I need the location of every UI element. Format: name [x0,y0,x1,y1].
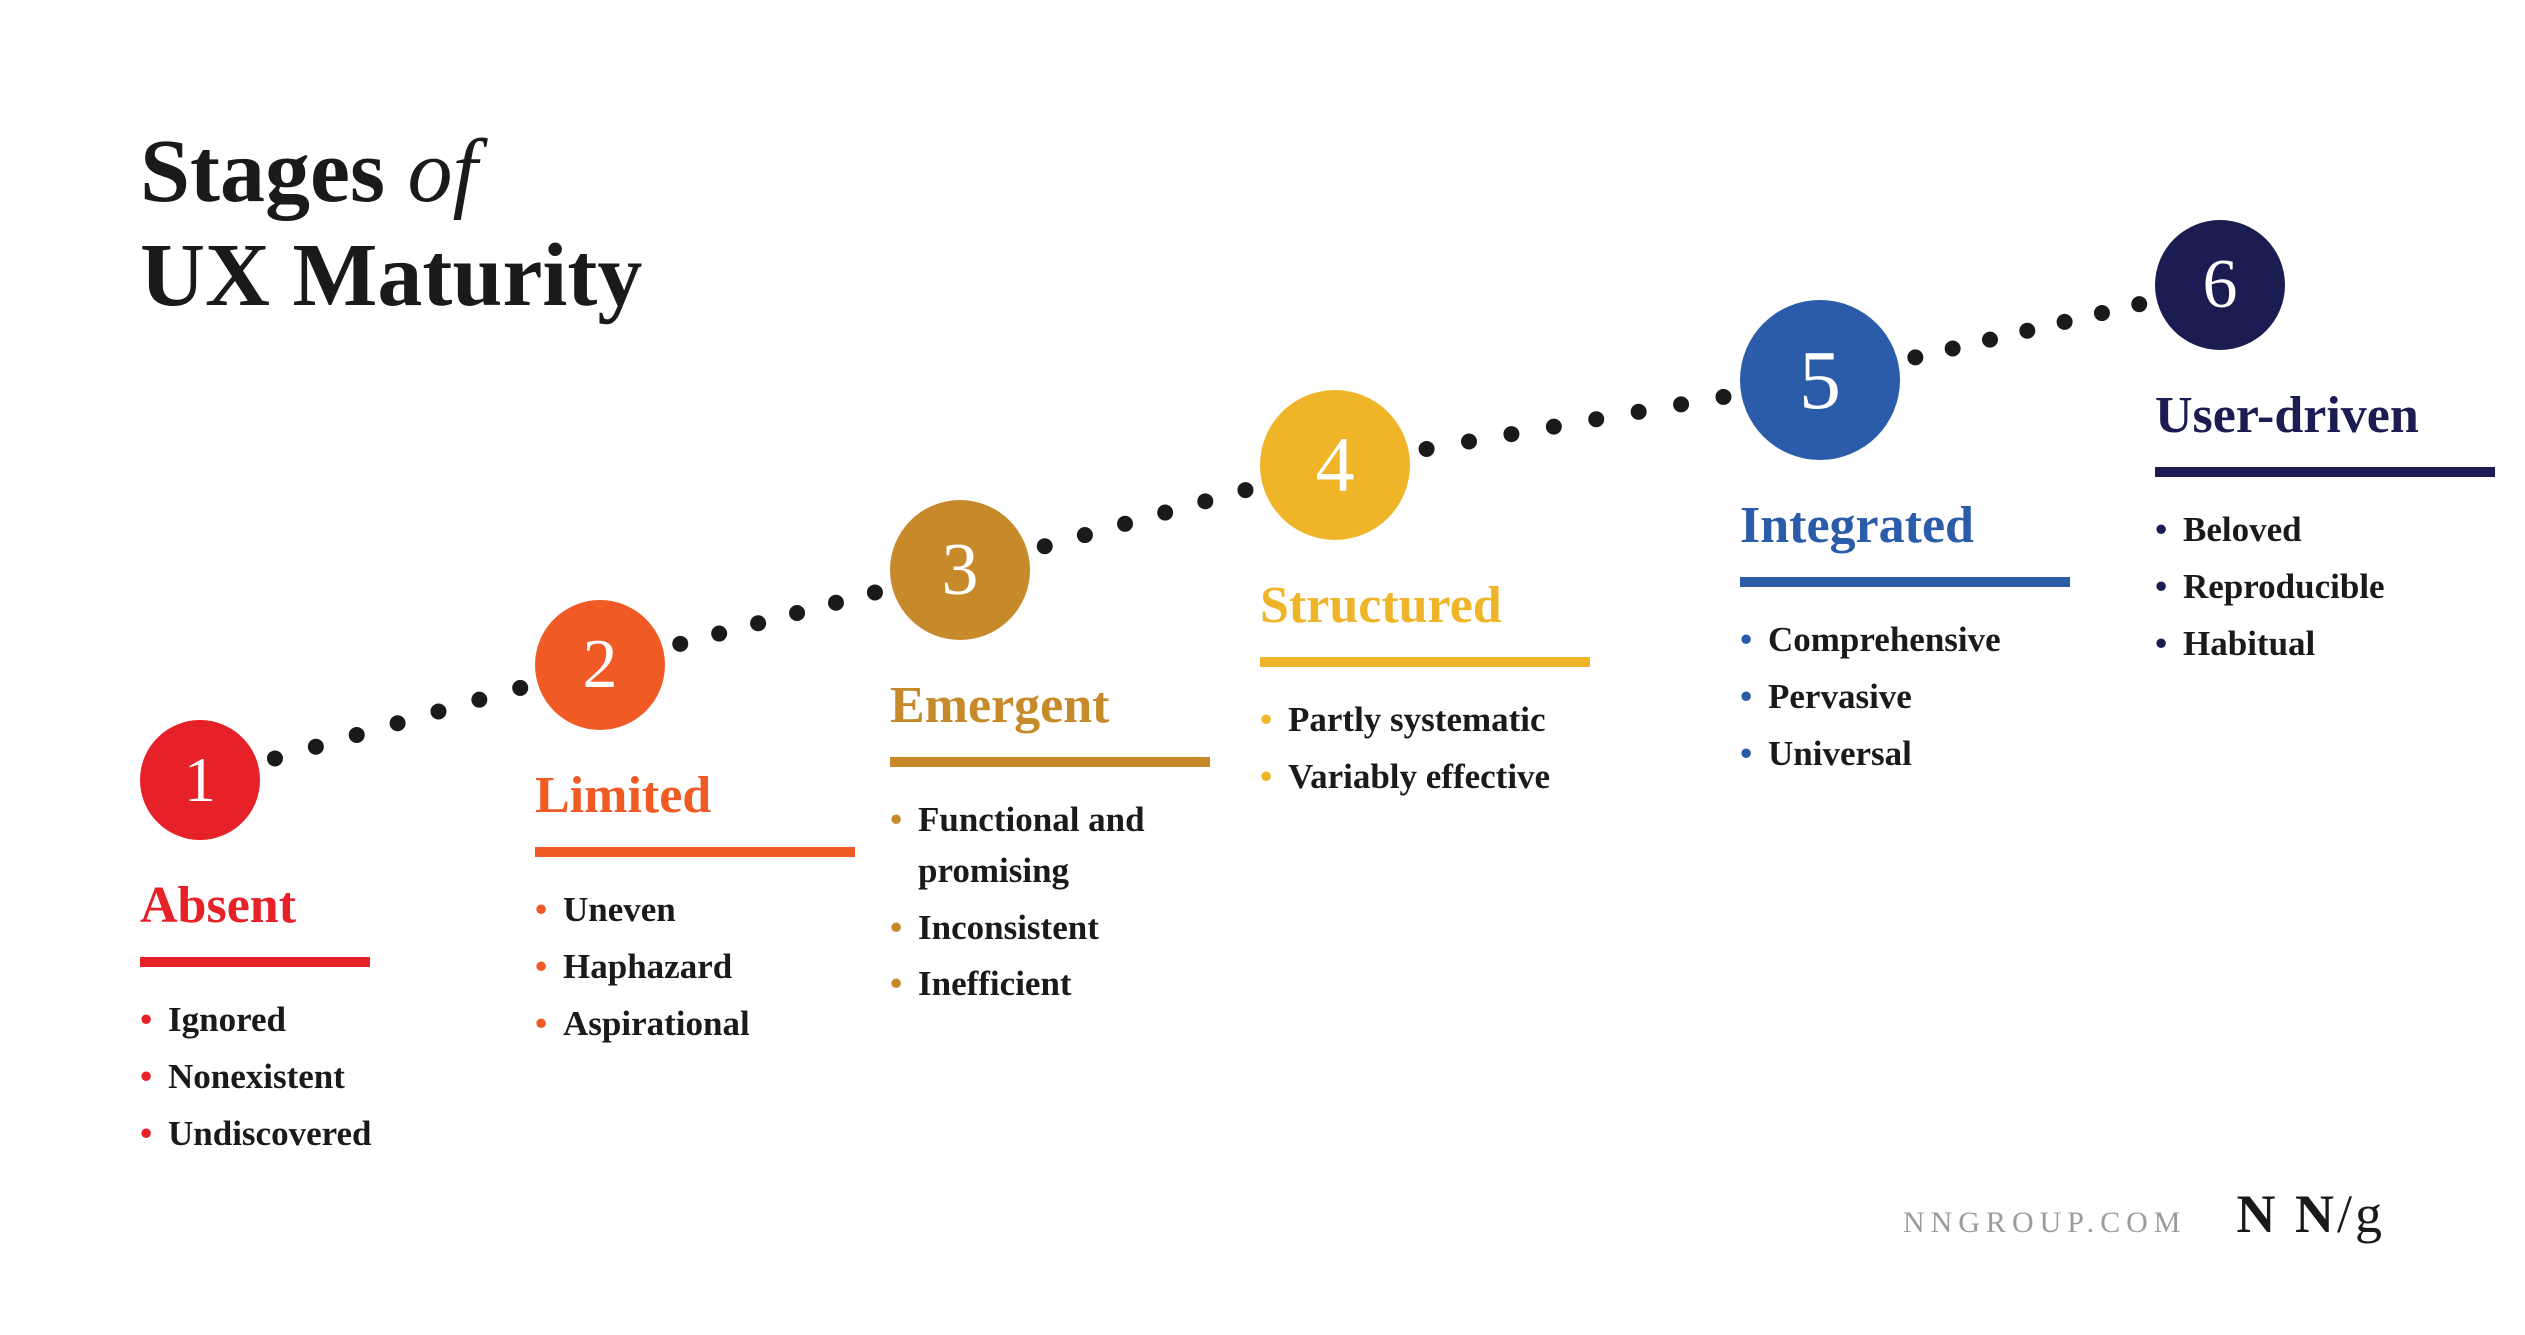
stage-bullet: Uneven [535,885,885,936]
logo-g: g [2355,1184,2385,1244]
title-line2: UX Maturity [140,226,642,325]
stage-bullet: Haphazard [535,942,885,993]
stage-bullets-4: Partly systematic Variably effective [1260,695,1610,803]
stage-bullets-5: Comprehensive Pervasive Universal [1740,615,2090,779]
stage-bullet: Inconsistent [890,903,1240,954]
logo-nn: N N [2236,1184,2337,1244]
stage-bullets-6: Beloved Reproducible Habitual [2155,505,2505,669]
stage-circle-2: 2 [535,600,665,730]
stage-bullet: Comprehensive [1740,615,2090,666]
stage-bullet: Pervasive [1740,672,2090,723]
stage-label-6: User-driven [2155,386,2505,445]
stage-5: 5 Integrated Comprehensive Pervasive Univers… [1740,300,2090,785]
stage-bullets-2: Uneven Haphazard Aspirational [535,885,885,1049]
stage-divider-2 [535,847,855,857]
stage-bullet: Functional and promising [890,795,1240,897]
footer: NNGROUP.COM N N/g [1903,1183,2385,1245]
stage-3: 3 Emergent Functional and promising Inconsi… [890,500,1240,1016]
stage-bullet: Variably effective [1260,752,1610,803]
stage-circle-5: 5 [1740,300,1900,460]
stage-label-1: Absent [140,876,490,935]
stage-circle-6: 6 [2155,220,2285,350]
stage-bullet: Universal [1740,729,2090,780]
stage-2: 2 Limited Uneven Haphazard Aspirational [535,600,885,1055]
stage-bullet: Partly systematic [1260,695,1610,746]
stage-divider-6 [2155,467,2495,477]
stage-bullets-1: Ignored Nonexistent Undiscovered [140,995,490,1159]
stage-label-5: Integrated [1740,496,2090,555]
stage-divider-4 [1260,657,1590,667]
footer-url: NNGROUP.COM [1903,1206,2187,1240]
title-line1-strong: Stages [140,122,385,221]
stage-1: 1 Absent Ignored Nonexistent Undiscovered [140,720,490,1165]
stage-bullet: Inefficient [890,959,1240,1010]
stage-4: 4 Structured Partly systematic Variably eff… [1260,390,1610,809]
stage-divider-5 [1740,577,2070,587]
logo-slash: / [2337,1184,2355,1244]
stage-label-4: Structured [1260,576,1610,635]
stage-bullet: Beloved [2155,505,2505,556]
footer-logo: N N/g [2236,1183,2385,1245]
stage-bullet: Reproducible [2155,562,2505,613]
stage-divider-3 [890,757,1210,767]
title-line1-of: of [408,122,478,221]
stage-bullet: Ignored [140,995,490,1046]
stage-circle-3: 3 [890,500,1030,640]
stage-bullet: Nonexistent [140,1052,490,1103]
stage-label-2: Limited [535,766,885,825]
stage-circle-4: 4 [1260,390,1410,540]
page-title: Stages of UX Maturity [140,120,642,327]
stage-bullets-3: Functional and promising InconsistentInef… [890,795,1240,1010]
stage-6: 6 User-driven Beloved Reproducible Habitual [2155,220,2505,675]
stage-bullet: Aspirational [535,999,885,1050]
stage-bullet: Habitual [2155,619,2505,670]
stage-label-3: Emergent [890,676,1240,735]
stage-bullet: Undiscovered [140,1109,490,1160]
stage-divider-1 [140,957,370,967]
stage-circle-1: 1 [140,720,260,840]
